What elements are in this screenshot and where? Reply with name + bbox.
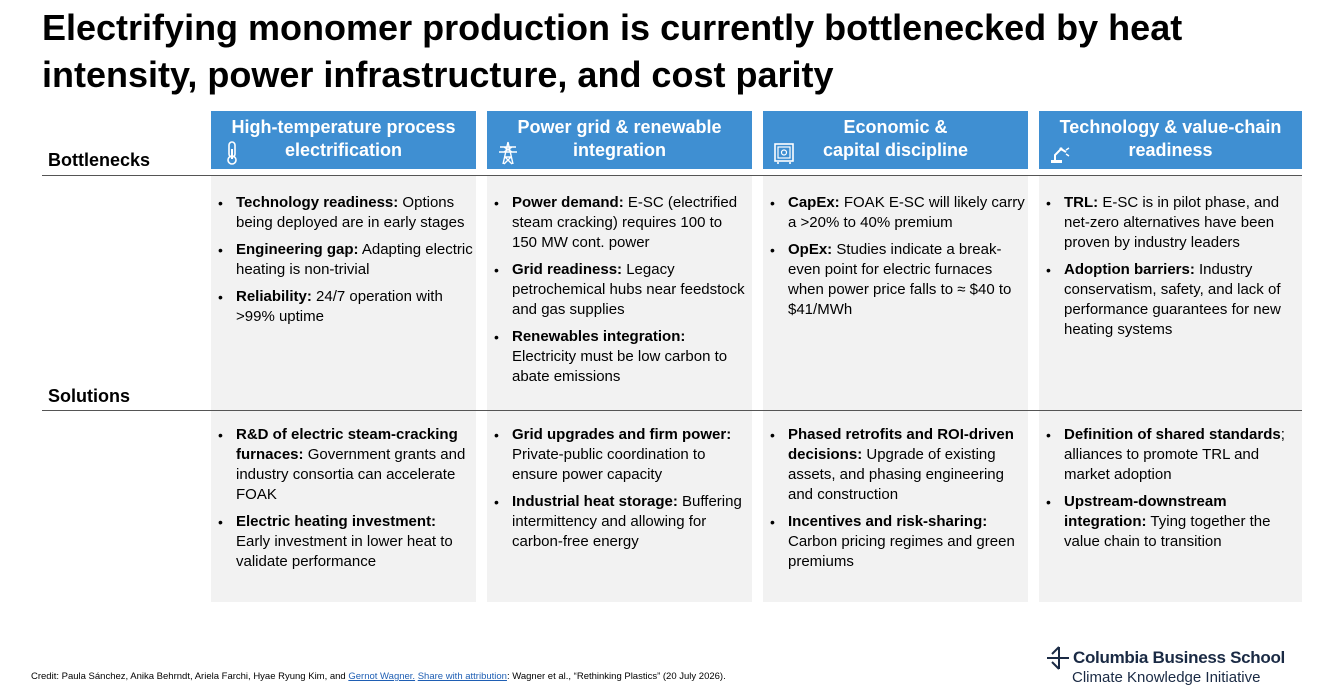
solution-item-text: Tying together the value chain to transi… [1064,513,1271,550]
bottleneck-item: OpEx: Studies indicate a break-even poin… [767,240,1025,320]
bottleneck-item-heading: Engineering gap: [236,241,359,258]
bottleneck-item-text: Electricity must be low carbon to abate … [512,348,728,385]
share-link[interactable]: Share with attribution [417,671,507,682]
solution-list: R&D of electric steam-cracking furnaces:… [215,425,473,579]
bottleneck-list: TRL: E-SC is in pilot phase, and net-zer… [1043,193,1301,347]
solution-item: R&D of electric steam-cracking furnaces:… [215,425,473,505]
solution-item: Upstream-downstream integration: Tying t… [1043,492,1301,552]
solution-item-heading: Upstream-downstream integration: [1064,493,1227,530]
bottleneck-item: Technology readiness: Options being depl… [215,193,473,233]
bottleneck-item: TRL: E-SC is in pilot phase, and net-zer… [1043,193,1301,253]
bottleneck-item-heading: CapEx: [788,194,840,211]
robot-arm-icon [1051,147,1070,163]
bottleneck-item-heading: TRL: [1064,194,1099,211]
solution-item-heading: Phased retrofits and ROI-driven decision… [788,426,1014,463]
credit-footer: Credit: Paula Sánchez, Anika Behrndt, Ar… [31,671,726,682]
solution-list: Definition of shared standards; alliance… [1043,425,1301,559]
credit-suffix: : Wagner et al., “Rethinking Plastics” (… [506,671,726,682]
bottleneck-item-heading: OpEx: [788,241,833,258]
bottleneck-item: Grid readiness: Legacy petrochemical hub… [491,260,749,320]
column-header-label: High-temperature process electrification [231,117,456,160]
solution-item: Electric heating investment: Early inves… [215,512,473,572]
solution-list: Phased retrofits and ROI-driven decision… [767,425,1025,579]
column-header-technology: Technology & value-chain readiness [1039,111,1302,169]
bottleneck-item-heading: Power demand: [512,194,624,211]
solution-item-heading: Industrial heat storage: [512,493,678,510]
bottleneck-item: Power demand: E-SC (electrified steam cr… [491,193,749,253]
bottleneck-item-text: Options being deployed are in early stag… [236,194,465,231]
bottleneck-item-text: 24/7 operation with >99% uptime [236,288,443,325]
page-title: Electrifying monomer production is curre… [42,7,1183,95]
bottlenecks-divider [42,175,1302,176]
column-header-economic: Economic & capital discipline [763,111,1028,169]
bottleneck-item: Reliability: 24/7 operation with >99% up… [215,287,473,327]
bottleneck-item: Renewables integration: Electricity must… [491,327,749,387]
solution-item-text: ; alliances to promote TRL and market ad… [1064,426,1285,483]
column-header-label: Technology & value-chain readiness [1059,117,1282,160]
solution-item-heading: Incentives and risk-sharing: [788,513,988,530]
solution-item: Industrial heat storage: Buffering inter… [491,492,749,552]
solution-item: Phased retrofits and ROI-driven decision… [767,425,1025,505]
columbia-logo: Columbia Business School Climate Knowled… [1046,646,1308,690]
solution-item-heading: Electric heating investment: [236,513,437,530]
bottleneck-item: Engineering gap: Adapting electric heati… [215,240,473,280]
solution-item: Definition of shared standards; alliance… [1043,425,1301,485]
bottleneck-item-heading: Renewables integration: [512,328,686,345]
column-header-label: Power grid & renewable integration [517,117,722,160]
safe-icon [774,143,794,164]
solution-item-text: Upgrade of existing assets, and phasing … [788,446,1004,503]
bottleneck-item-heading: Reliability: [236,288,312,305]
bottleneck-item-text: Studies indicate a break-even point for … [788,241,1012,318]
bottleneck-item-text: Adapting electric heating is non-trivial [236,241,473,278]
column-header-label: Economic & capital discipline [822,117,969,160]
bottleneck-item-text: FOAK E-SC will likely carry a >20% to 40… [788,194,1025,231]
solution-item-text: Carbon pricing regimes and green premium… [788,533,1015,570]
bottleneck-item-text: Legacy petrochemical hubs near feedstock… [512,261,745,318]
column-header-high-temperature: High-temperature process electrification [211,111,476,169]
thermometer-icon [227,141,237,165]
solution-item-heading: Grid upgrades and firm power: [512,426,732,443]
bottleneck-item-heading: Adoption barriers: [1064,261,1195,278]
bottleneck-item: CapEx: FOAK E-SC will likely carry a >20… [767,193,1025,233]
solution-item-text: Buffering intermittency and allowing for… [512,493,742,550]
solution-item: Grid upgrades and firm power: Private-pu… [491,425,749,485]
solutions-divider [42,410,1302,411]
row-label-bottlenecks: Bottlenecks [48,150,151,170]
bottleneck-list: Power demand: E-SC (electrified steam cr… [491,193,749,394]
solution-item-heading: R&D of electric steam-cracking furnaces: [236,426,458,463]
column-header-power-grid: Power grid & renewable integration [487,111,752,169]
solution-item-text: Early investment in lower heat to valida… [236,533,453,570]
bottleneck-list: CapEx: FOAK E-SC will likely carry a >20… [767,193,1025,327]
solution-list: Grid upgrades and firm power: Private-pu… [491,425,749,559]
bottleneck-item-text: E-SC is in pilot phase, and net-zero alt… [1064,194,1280,251]
power-tower-icon [499,141,517,165]
columbia-crown-icon [1047,646,1069,670]
logo-line-2: Climate Knowledge Initiative [1072,669,1261,686]
bottleneck-item-heading: Technology readiness: [236,194,399,211]
solution-item-heading: Definition of shared standards [1064,426,1281,443]
solution-item-text: Private-public coordination to ensure po… [512,446,706,483]
bottleneck-list: Technology readiness: Options being depl… [215,193,473,334]
row-label-solutions: Solutions [48,386,130,406]
solution-item: Incentives and risk-sharing: Carbon pric… [767,512,1025,572]
author-link[interactable]: Gernot Wagner. [348,671,416,682]
bottleneck-item-heading: Grid readiness: [512,261,623,278]
credit-prefix: Credit: Paula Sánchez, Anika Behrndt, Ar… [31,671,349,682]
solution-item-text: Government grants and industry consortia… [236,446,466,503]
bottleneck-item-text: E-SC (electrified steam cracking) requir… [512,194,738,251]
logo-line-1: Columbia Business School [1073,648,1285,667]
bottleneck-item-text: Industry conservatism, safety, and lack … [1064,261,1281,338]
bottleneck-item: Adoption barriers: Industry conservatism… [1043,260,1301,340]
